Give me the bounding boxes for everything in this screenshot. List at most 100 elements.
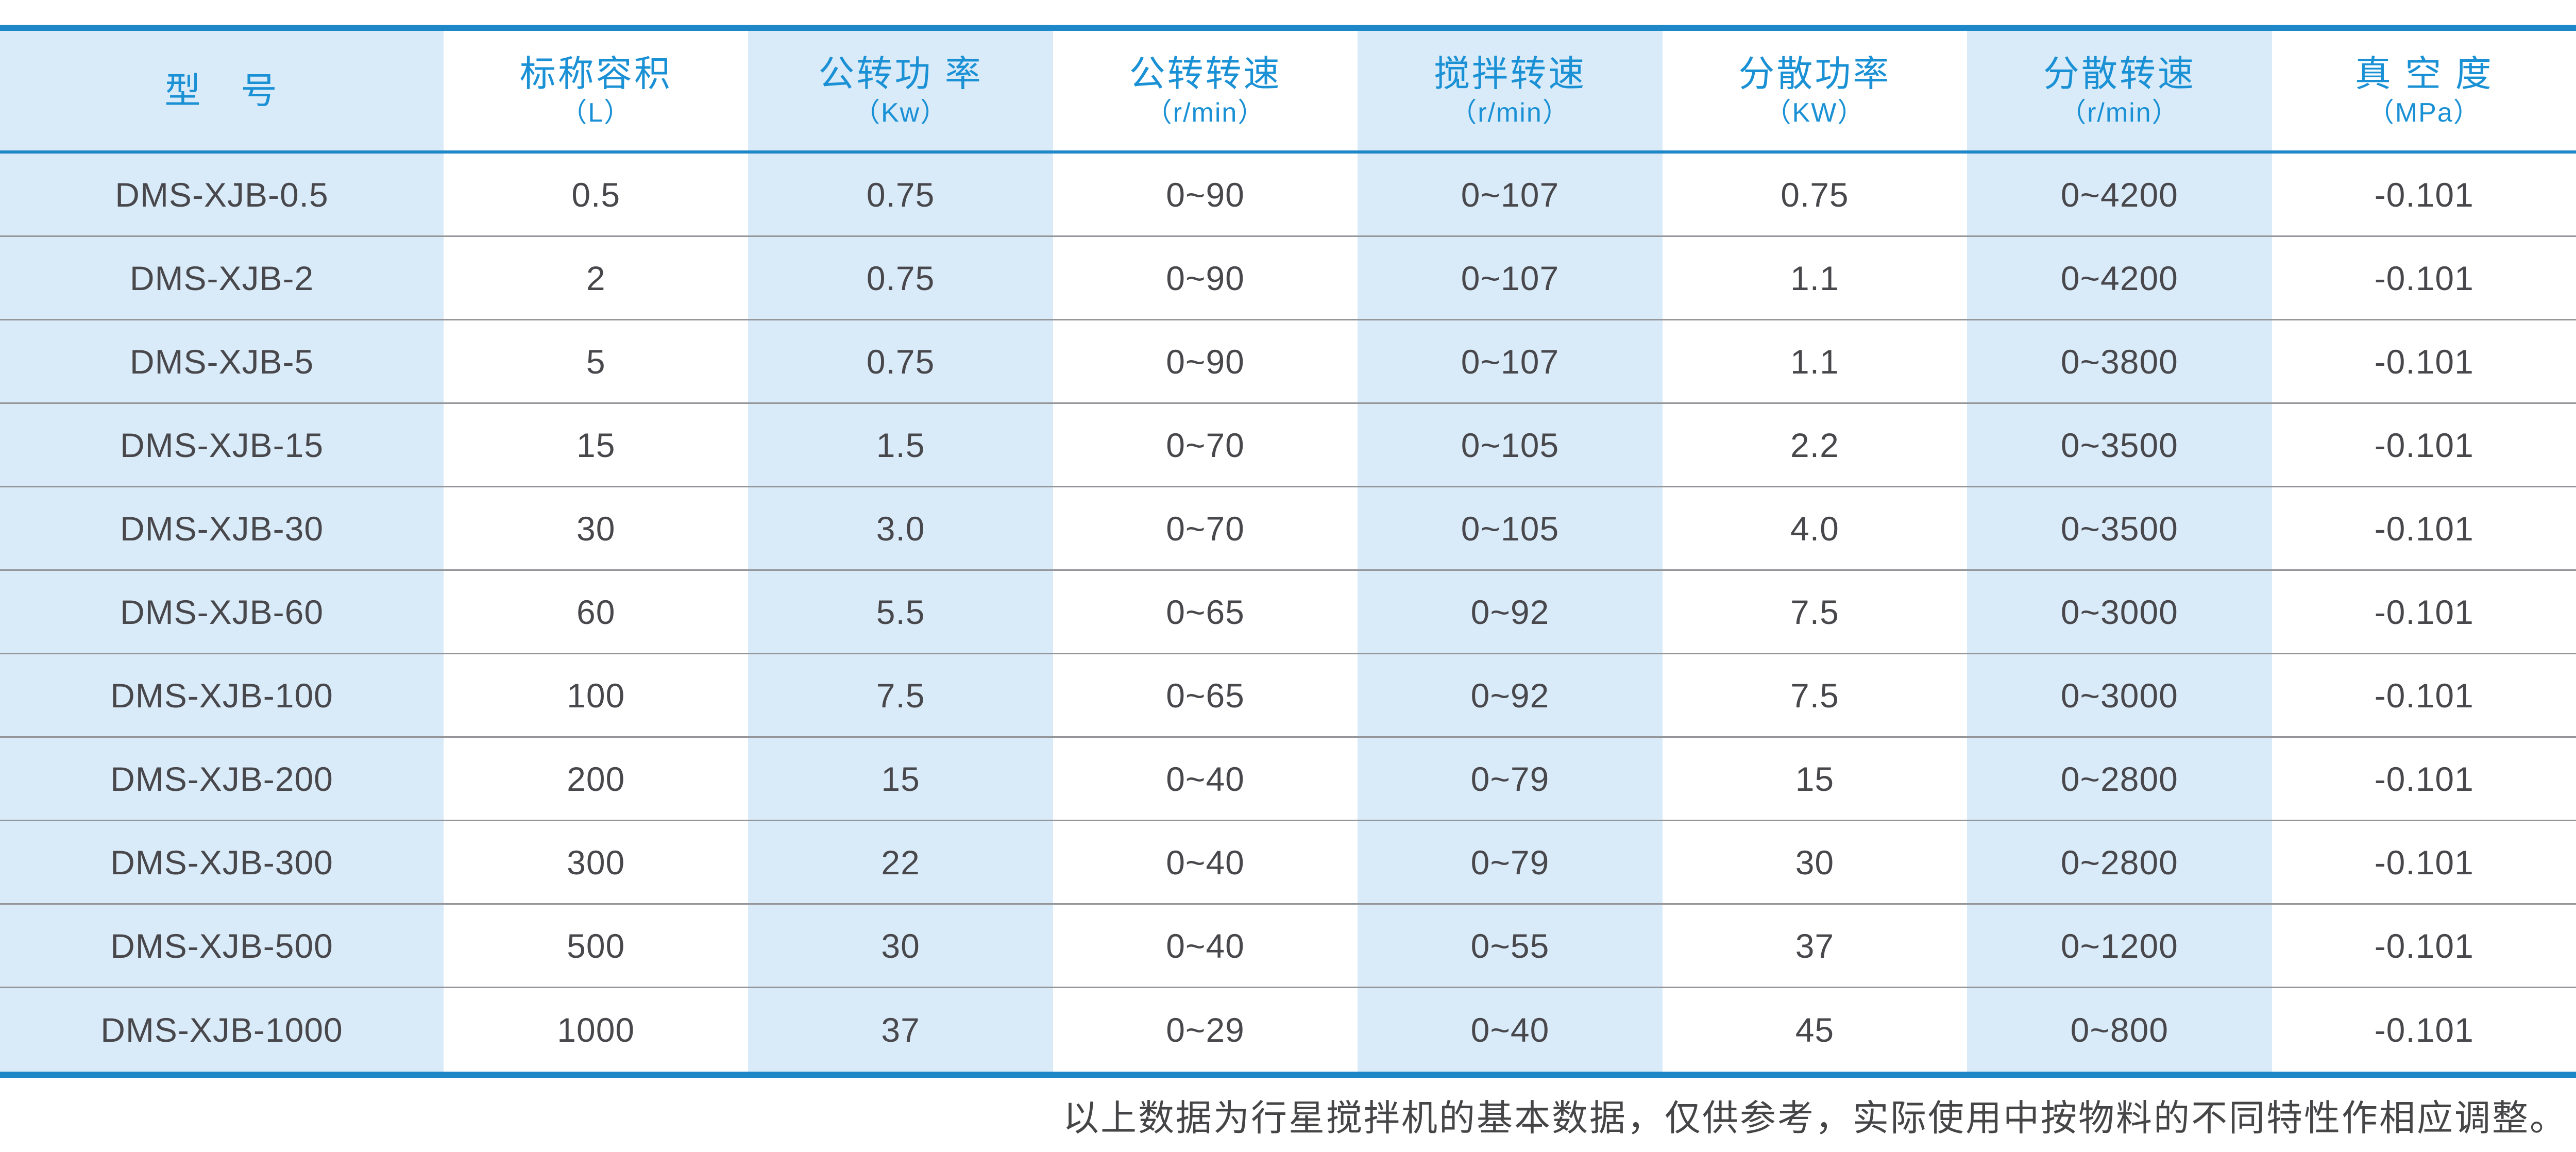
cell-dispersion-speed: 0~2800 [1967, 738, 2272, 820]
cell-vacuum: -0.101 [2272, 320, 2576, 402]
cell-revolution-speed: 0~70 [1053, 404, 1358, 486]
header-unit: （r/min） [1145, 98, 1266, 128]
cell-volume: 0.5 [444, 154, 749, 235]
cell-stirring-speed: 0~79 [1358, 821, 1663, 903]
table-row: DMS-XJB-300 300 22 0~40 0~79 30 0~2800 -0.101 [0, 821, 2576, 905]
cell-stirring-speed: 0~107 [1358, 320, 1663, 402]
cell-revolution-speed: 0~40 [1053, 738, 1358, 820]
cell-dispersion-power: 30 [1662, 821, 1968, 903]
cell-dispersion-power: 2.2 [1662, 404, 1968, 486]
cell-stirring-speed: 0~40 [1358, 988, 1663, 1072]
table-row: DMS-XJB-60 60 5.5 0~65 0~92 7.5 0~3000 -0.101 [0, 571, 2576, 654]
header-title: 公转功 率 [818, 54, 983, 94]
cell-revolution-speed: 0~40 [1053, 821, 1358, 903]
header-cell-revolution-power: 公转功 率 （Kw） [748, 31, 1053, 150]
table-row: DMS-XJB-0.5 0.5 0.75 0~90 0~107 0.75 0~4200 -0.… [0, 154, 2576, 237]
cell-model: DMS-XJB-100 [0, 654, 444, 736]
cell-volume: 300 [444, 821, 749, 903]
cell-dispersion-speed: 0~4200 [1967, 154, 2272, 235]
cell-volume: 1000 [444, 988, 749, 1072]
header-unit: （KW） [1764, 98, 1866, 128]
cell-volume: 15 [444, 404, 749, 486]
cell-revolution-power: 15 [748, 738, 1053, 820]
cell-vacuum: -0.101 [2272, 237, 2576, 319]
cell-stirring-speed: 0~55 [1358, 905, 1663, 987]
cell-dispersion-speed: 0~4200 [1967, 237, 2272, 319]
spec-table: 型 号 标称容积 （L） 公转功 率 （Kw） 公转转速 （r/min） 搅拌转速 （r/min… [0, 25, 2576, 1078]
cell-dispersion-speed: 0~3000 [1967, 654, 2272, 736]
table-row: DMS-XJB-30 30 3.0 0~70 0~105 4.0 0~3500 -0.101 [0, 487, 2576, 571]
table-row: DMS-XJB-100 100 7.5 0~65 0~92 7.5 0~3000 -0.101 [0, 654, 2576, 738]
cell-volume: 60 [444, 571, 749, 653]
header-title: 公转转速 [1129, 54, 1282, 94]
cell-volume: 30 [444, 487, 749, 569]
cell-revolution-power: 5.5 [748, 571, 1053, 653]
header-unit: （L） [560, 98, 632, 128]
footer-note: 以上数据为行星搅拌机的基本数据，仅供参考，实际使用中按物料的不同特性作相应调整。 [1063, 1097, 2567, 1139]
cell-stirring-speed: 0~107 [1358, 154, 1663, 235]
cell-revolution-power: 30 [748, 905, 1053, 987]
header-cell-volume: 标称容积 （L） [444, 31, 749, 150]
table-body: DMS-XJB-0.5 0.5 0.75 0~90 0~107 0.75 0~4200 -0.… [0, 154, 2576, 1072]
table-row: DMS-XJB-2 2 0.75 0~90 0~107 1.1 0~4200 -0.101 [0, 237, 2576, 320]
cell-dispersion-power: 7.5 [1662, 654, 1968, 736]
header-cell-revolution-speed: 公转转速 （r/min） [1053, 31, 1358, 150]
table-row: DMS-XJB-5 5 0.75 0~90 0~107 1.1 0~3800 -0.101 [0, 320, 2576, 404]
cell-revolution-power: 22 [748, 821, 1053, 903]
cell-dispersion-power: 1.1 [1662, 320, 1968, 402]
header-cell-dispersion-power: 分散功率 （KW） [1662, 31, 1968, 150]
cell-dispersion-power: 15 [1662, 738, 1968, 820]
cell-volume: 100 [444, 654, 749, 736]
cell-vacuum: -0.101 [2272, 571, 2576, 653]
cell-vacuum: -0.101 [2272, 738, 2576, 820]
header-title: 分散转速 [2043, 54, 2196, 94]
header-unit: （MPa） [2367, 98, 2481, 128]
cell-vacuum: -0.101 [2272, 821, 2576, 903]
cell-dispersion-power: 0.75 [1662, 154, 1968, 235]
header-cell-model: 型 号 [0, 31, 444, 150]
header-title: 分散功率 [1738, 54, 1891, 94]
cell-vacuum: -0.101 [2272, 988, 2576, 1072]
cell-vacuum: -0.101 [2272, 654, 2576, 736]
cell-stirring-speed: 0~92 [1358, 654, 1663, 736]
cell-dispersion-speed: 0~3000 [1967, 571, 2272, 653]
table-row: DMS-XJB-15 15 1.5 0~70 0~105 2.2 0~3500 -0.101 [0, 404, 2576, 487]
cell-model: DMS-XJB-300 [0, 821, 444, 903]
cell-dispersion-speed: 0~2800 [1967, 821, 2272, 903]
cell-revolution-power: 37 [748, 988, 1053, 1072]
cell-revolution-power: 0.75 [748, 320, 1053, 402]
cell-dispersion-speed: 0~3500 [1967, 487, 2272, 569]
cell-stirring-speed: 0~92 [1358, 571, 1663, 653]
cell-model: DMS-XJB-30 [0, 487, 444, 569]
cell-revolution-power: 1.5 [748, 404, 1053, 486]
cell-model: DMS-XJB-1000 [0, 988, 444, 1072]
cell-revolution-speed: 0~29 [1053, 988, 1358, 1072]
cell-model: DMS-XJB-2 [0, 237, 444, 319]
cell-volume: 2 [444, 237, 749, 319]
cell-revolution-speed: 0~65 [1053, 571, 1358, 653]
cell-revolution-power: 3.0 [748, 487, 1053, 569]
cell-dispersion-power: 37 [1662, 905, 1968, 987]
cell-model: DMS-XJB-5 [0, 320, 444, 402]
cell-stirring-speed: 0~105 [1358, 404, 1663, 486]
cell-dispersion-speed: 0~1200 [1967, 905, 2272, 987]
cell-vacuum: -0.101 [2272, 154, 2576, 235]
table-row: DMS-XJB-200 200 15 0~40 0~79 15 0~2800 -0.101 [0, 738, 2576, 821]
cell-model: DMS-XJB-500 [0, 905, 444, 987]
cell-dispersion-power: 7.5 [1662, 571, 1968, 653]
cell-model: DMS-XJB-200 [0, 738, 444, 820]
cell-dispersion-power: 45 [1662, 988, 1968, 1072]
header-title: 真 空 度 [2354, 54, 2494, 94]
table-header-row: 型 号 标称容积 （L） 公转功 率 （Kw） 公转转速 （r/min） 搅拌转速 （r/min… [0, 31, 2576, 154]
header-cell-stirring-speed: 搅拌转速 （r/min） [1358, 31, 1663, 150]
cell-stirring-speed: 0~107 [1358, 237, 1663, 319]
table-row: DMS-XJB-1000 1000 37 0~29 0~40 45 0~800 -0.101 [0, 988, 2576, 1072]
cell-model: DMS-XJB-0.5 [0, 154, 444, 235]
cell-revolution-speed: 0~90 [1053, 237, 1358, 319]
cell-dispersion-speed: 0~800 [1967, 988, 2272, 1072]
cell-dispersion-speed: 0~3500 [1967, 404, 2272, 486]
cell-volume: 5 [444, 320, 749, 402]
cell-revolution-speed: 0~90 [1053, 154, 1358, 235]
header-cell-vacuum: 真 空 度 （MPa） [2272, 31, 2576, 150]
